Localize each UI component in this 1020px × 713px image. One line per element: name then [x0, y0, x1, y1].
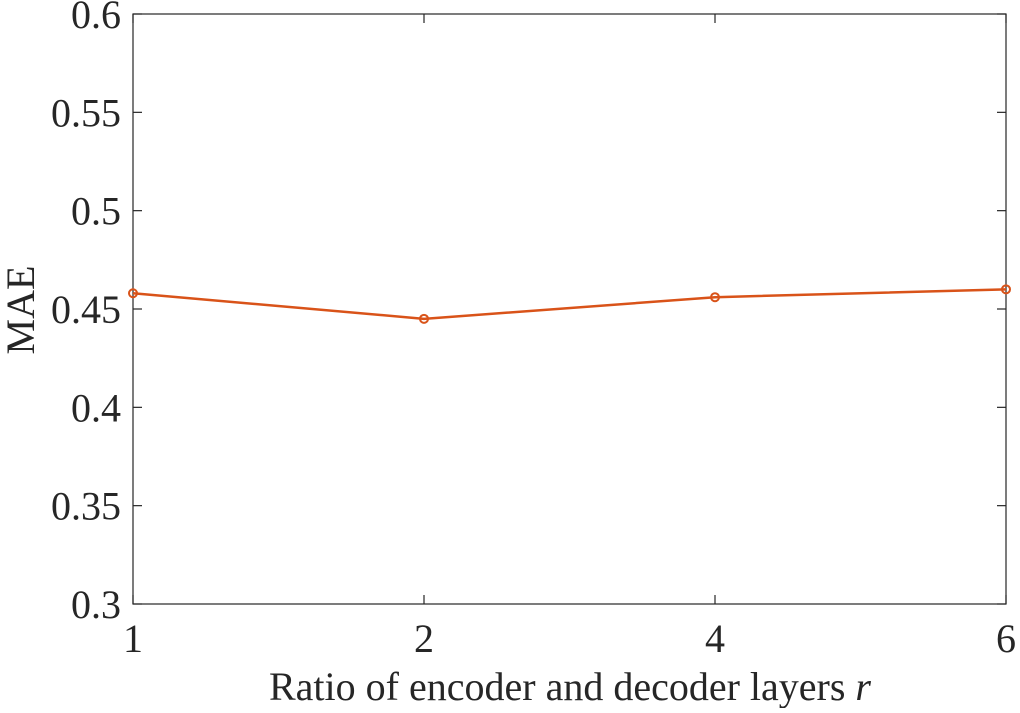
y-tick-label: 0.35 [51, 484, 121, 529]
data-point [128, 288, 138, 299]
y-tick-label: 0.45 [51, 287, 121, 332]
data-point [419, 313, 429, 324]
y-tick-label: 0.5 [71, 189, 121, 234]
series-line [132, 288, 1007, 321]
y-tick-label: 0.6 [71, 0, 121, 37]
x-tick-label: 4 [705, 616, 725, 661]
y-tick-label: 0.55 [51, 90, 121, 135]
x-axis: 1 2 4 6 [123, 14, 1016, 661]
y-axis-title: MAE [0, 266, 43, 355]
y-tick-label: 0.3 [71, 582, 121, 627]
x-tick-label: 1 [123, 616, 143, 661]
x-tick-label: 6 [996, 616, 1016, 661]
data-point [1001, 284, 1011, 295]
series-layer [128, 284, 1011, 324]
y-tick-label: 0.4 [71, 385, 121, 430]
x-axis-title: Ratio of encoder and decoder layers r [269, 664, 871, 708]
data-point [710, 292, 720, 303]
x-tick-label: 2 [414, 616, 434, 661]
y-axis: 0.3 0.35 0.4 0.45 0.5 0.55 0.6 [51, 0, 1006, 627]
